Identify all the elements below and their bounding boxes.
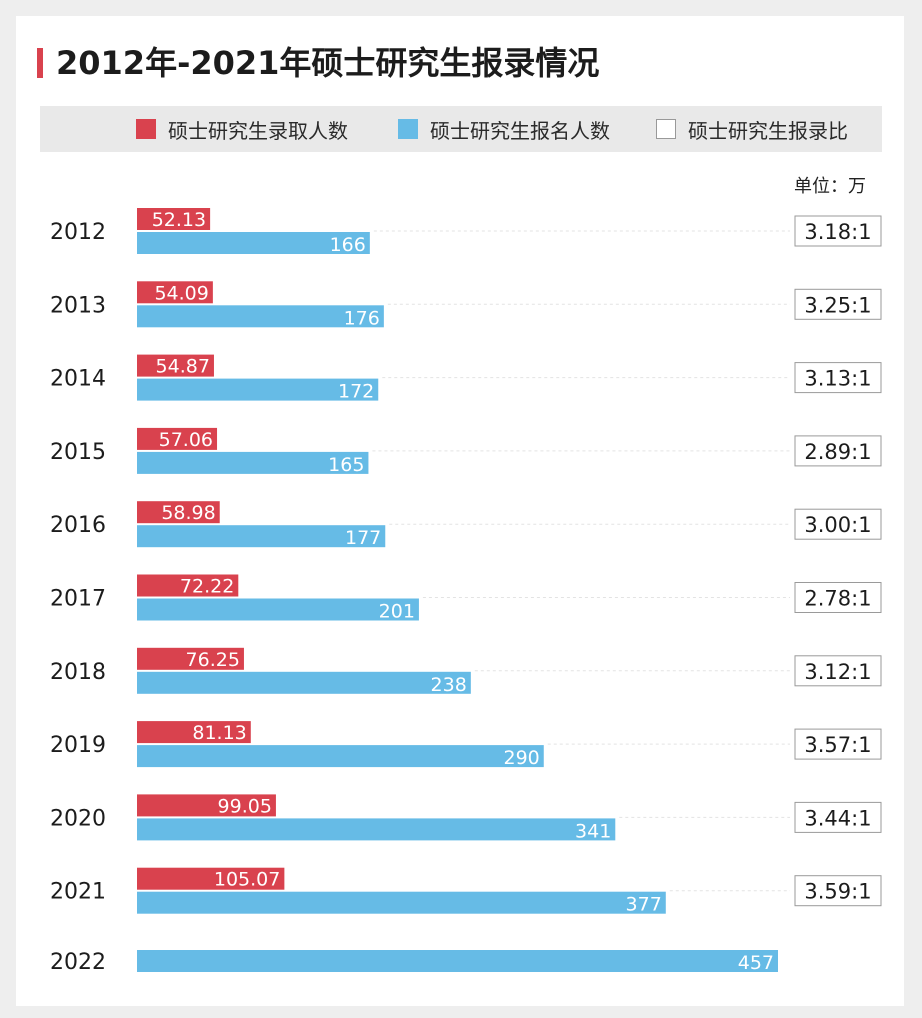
applicants-bar: [137, 950, 778, 972]
ratio-box: [794, 288, 882, 320]
ratio-label: 3.25:1: [804, 293, 871, 317]
ratio-label: 2.78:1: [804, 587, 871, 611]
admitted-value-label: 54.87: [156, 356, 210, 378]
admitted-bar: [137, 427, 218, 450]
year-label: 2022: [50, 950, 106, 975]
admitted-value-label: 54.09: [154, 282, 208, 304]
applicants-bar: [137, 525, 386, 548]
year-label: 2012: [50, 220, 106, 245]
year-label: 2013: [50, 293, 106, 318]
applicants-bar: [137, 891, 666, 914]
legend-item-admitted: 硕士研究生录取人数: [136, 106, 348, 152]
ratio-label: 3.00:1: [804, 513, 871, 537]
admitted-value-label: 81.13: [192, 722, 246, 744]
year-label: 2014: [50, 367, 106, 392]
admitted-bar: [137, 647, 244, 670]
applicants-bar: [137, 378, 379, 401]
admitted-bar: [137, 867, 285, 890]
applicants-value-label: 165: [328, 454, 364, 476]
year-label: 2018: [50, 660, 106, 685]
ratio-label: 3.12:1: [804, 660, 871, 684]
legend-item-applicants: 硕士研究生报名人数: [398, 106, 610, 152]
ratio-box: [794, 728, 882, 760]
applicants-value-label: 377: [626, 894, 662, 916]
ratio-label: 3.13:1: [804, 367, 871, 391]
admitted-value-label: 72.22: [180, 576, 234, 598]
applicants-bar: [137, 305, 384, 328]
ratio-box: [794, 362, 882, 394]
ratio-label: 3.59:1: [804, 880, 871, 904]
legend-item-ratio: 硕士研究生报录比: [656, 106, 848, 152]
legend-label-applicants: 硕士研究生报名人数: [430, 118, 610, 143]
applicants-bar: [137, 818, 616, 841]
admitted-bar: [137, 574, 239, 597]
year-label: 2021: [50, 880, 106, 905]
legend-swatch-applicants: [398, 119, 418, 139]
ratio-box: [794, 215, 882, 247]
applicants-value-label: 201: [379, 601, 415, 623]
legend-swatch-admitted: [136, 119, 156, 139]
applicants-value-label: 341: [575, 820, 611, 842]
ratio-label: 3.18:1: [804, 220, 871, 244]
legend-label-admitted: 硕士研究生录取人数: [168, 118, 348, 143]
admitted-value-label: 52.13: [152, 209, 206, 231]
year-label: 2019: [50, 733, 106, 758]
admitted-bar: [137, 281, 213, 304]
year-label: 2020: [50, 806, 106, 831]
ratio-label: 3.44:1: [804, 806, 871, 830]
chart-title: 2012年-2021年硕士研究生报录情况: [56, 44, 600, 82]
admitted-value-label: 105.07: [214, 869, 280, 891]
ratio-box: [794, 435, 882, 467]
legend-swatch-ratio: [656, 119, 676, 139]
ratio-box: [794, 582, 882, 613]
legend: 硕士研究生录取人数 硕士研究生报名人数 硕士研究生报录比: [40, 106, 882, 152]
ratio-label: 3.57:1: [804, 733, 871, 757]
admitted-value-label: 57.06: [159, 429, 213, 451]
admitted-bar: [137, 794, 276, 817]
applicants-value-label: 172: [338, 381, 374, 403]
year-label: 2017: [50, 587, 106, 612]
admitted-value-label: 76.25: [186, 649, 240, 671]
applicants-bar: [137, 745, 544, 768]
year-label: 2015: [50, 440, 106, 465]
applicants-value-label: 176: [344, 307, 380, 329]
admitted-bar: [137, 208, 211, 230]
title-accent-bar: [37, 48, 43, 78]
applicants-value-label: 166: [330, 234, 366, 256]
admitted-value-label: 99.05: [218, 795, 272, 817]
applicants-value-label: 457: [738, 952, 774, 974]
ratio-label: 2.89:1: [804, 440, 871, 464]
admitted-value-label: 58.98: [161, 502, 215, 524]
year-label: 2016: [50, 513, 106, 538]
applicants-value-label: 238: [431, 674, 467, 696]
admitted-bar: [137, 721, 251, 744]
admitted-bar: [137, 501, 220, 524]
applicants-value-label: 290: [503, 747, 539, 769]
applicants-bar: [137, 671, 471, 694]
applicants-bar: [137, 232, 370, 254]
unit-label: 单位：万: [794, 176, 866, 197]
ratio-box: [794, 875, 882, 907]
applicants-bar: [137, 598, 419, 621]
legend-label-ratio: 硕士研究生报录比: [688, 118, 848, 143]
applicants-value-label: 177: [345, 527, 381, 549]
ratio-box: [794, 655, 882, 687]
ratio-box: [794, 508, 882, 540]
applicants-bar: [137, 451, 369, 474]
ratio-box: [794, 801, 882, 833]
admitted-bar: [137, 354, 214, 377]
